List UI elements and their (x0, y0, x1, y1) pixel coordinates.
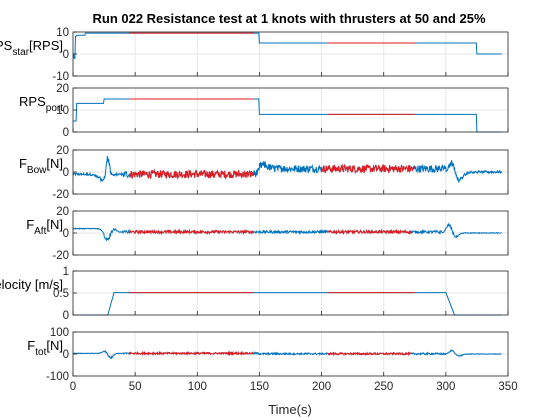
x-tick-label: 350 (498, 381, 517, 393)
y-tick-label: 0 (63, 310, 69, 322)
series-window-1 (128, 228, 254, 236)
x-tick-label: 250 (374, 381, 393, 393)
series-window-2 (321, 163, 415, 174)
x-tick-label: 50 (129, 381, 142, 393)
series-window-2 (327, 228, 412, 236)
x-axis-label: Time(s) (268, 402, 312, 417)
y-axis-label: Ftot[N] (27, 338, 63, 358)
y-axis-label: FBow[N] (19, 156, 63, 176)
y-tick-label: -100 (46, 371, 69, 383)
y-tick-label: 10 (56, 27, 69, 39)
series-window-1 (128, 350, 254, 357)
x-tick-label: 200 (312, 381, 331, 393)
y-tick-label: 20 (56, 83, 69, 95)
y-tick-label: 0 (63, 127, 69, 139)
y-tick-label: 0 (63, 49, 69, 61)
series-window-2 (327, 351, 411, 357)
y-tick-label: 0 (63, 167, 69, 179)
y-axis-label: RPSstar[RPS] (0, 38, 63, 58)
y-tick-label: -20 (52, 250, 69, 262)
x-tick-label: 300 (436, 381, 455, 393)
chart-title: Run 022 Resistance test at 1 knots with … (92, 11, 485, 26)
x-tick-label: 150 (250, 381, 269, 393)
y-axis-label: FAft[N] (26, 217, 63, 237)
y-tick-label: 100 (50, 327, 69, 339)
y-tick-label: -10 (52, 71, 69, 83)
y-axis-label: Vessel Velocity [m/s] (0, 277, 63, 292)
y-tick-label: 20 (56, 145, 69, 157)
y-axis-label: RPSport (19, 94, 63, 114)
y-tick-label: 0 (63, 349, 69, 361)
panel-1: -10 0 10RPSstar[RPS] (0, 27, 509, 83)
panels: -10010RPSstar[RPS]01020RPSport-20020FBow… (0, 27, 518, 393)
y-tick-label: 10 (56, 105, 69, 117)
x-tick-label: 0 (70, 381, 76, 393)
y-tick-label: 0.5 (53, 288, 69, 300)
panel-5: 0 0.5 1Vessel Velocity [m/s] (0, 266, 509, 322)
x-tick-label: 100 (188, 381, 207, 393)
y-tick-label: -20 (52, 189, 69, 201)
y-tick-label: 0 (63, 228, 69, 240)
y-tick-label: 20 (56, 206, 69, 218)
y-tick-label: 1 (63, 266, 69, 278)
series-window-1 (128, 168, 254, 180)
